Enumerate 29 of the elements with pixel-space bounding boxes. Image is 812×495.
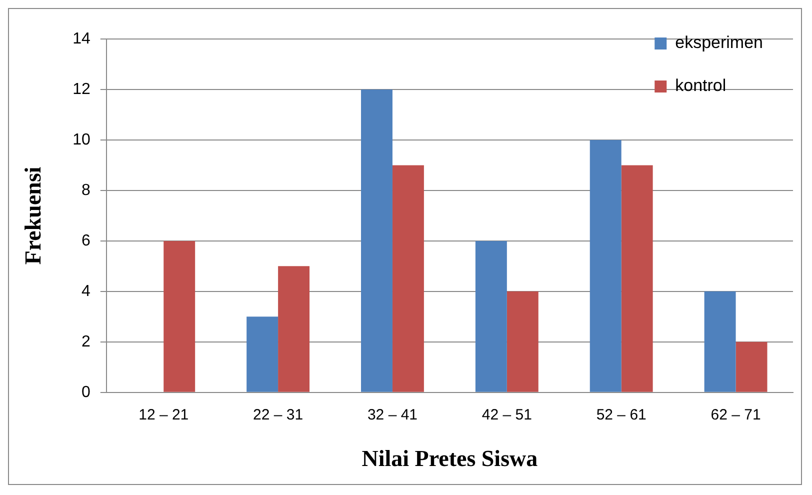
y-tick-label: 0	[81, 384, 90, 401]
bar	[704, 291, 736, 392]
x-tick-label: 52 – 61	[596, 406, 646, 424]
bar	[590, 140, 622, 392]
bar	[278, 266, 310, 392]
y-tick-label: 6	[81, 232, 90, 250]
x-tick-label: 32 – 41	[367, 406, 418, 424]
bar	[621, 165, 653, 392]
bar	[246, 316, 278, 392]
bar	[164, 240, 196, 392]
y-tick-label: 14	[72, 30, 90, 48]
y-tick-label: 12	[72, 80, 90, 98]
bar	[361, 89, 392, 392]
bar	[736, 342, 768, 392]
y-tick-label: 10	[72, 131, 90, 148]
legend-label: eksperimen	[675, 33, 764, 52]
bar	[392, 165, 424, 392]
bar	[506, 291, 538, 392]
y-tick-label: 4	[81, 282, 90, 300]
legend-label: kontrol	[675, 76, 726, 96]
y-axis-title: Frekuensi	[20, 166, 46, 265]
x-tick-label: 42 – 51	[482, 406, 532, 424]
y-tick-label: 2	[81, 333, 90, 350]
x-tick-label: 12 – 21	[138, 406, 189, 424]
x-tick-label: 22 – 31	[253, 406, 304, 424]
x-axis-title: Nilai Pretes Siswa	[362, 446, 538, 472]
y-tick-label: 8	[81, 182, 90, 199]
x-tick-label: 62 – 71	[710, 406, 761, 424]
bar	[475, 240, 507, 392]
